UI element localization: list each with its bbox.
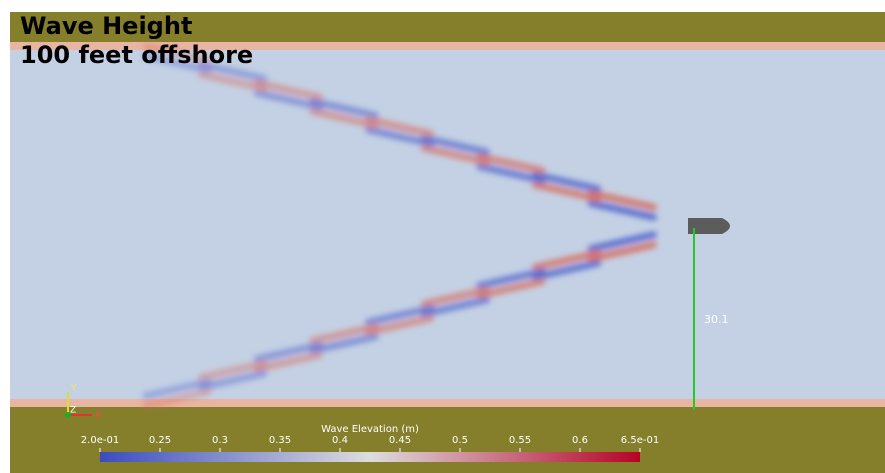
colorbar-tick-label: 0.3 <box>212 435 228 446</box>
title: Wave Height <box>20 12 192 40</box>
colorbar-tick-label: 0.6 <box>572 435 588 446</box>
wake-crest <box>365 304 435 326</box>
triad-y-label: Y <box>70 384 77 394</box>
triad-z-label: Z <box>70 406 76 416</box>
subtitle: 100 feet offshore <box>20 41 253 69</box>
wake-crest <box>365 116 435 138</box>
wake-crest <box>587 231 657 253</box>
wake-crest <box>531 181 602 203</box>
colorbar <box>100 452 640 462</box>
colorbar-tick-label: 6.5e-01 <box>621 435 659 446</box>
wake-crest <box>365 126 435 148</box>
wake-crest <box>476 268 546 289</box>
colorbar-title: Wave Elevation (m) <box>321 424 419 435</box>
colorbar-tick-label: 0.35 <box>269 435 291 446</box>
wake <box>142 42 657 410</box>
wake-crest <box>198 359 268 381</box>
wake-crest <box>253 351 324 373</box>
wake-crest <box>476 153 546 174</box>
water <box>10 45 885 407</box>
wake-crest <box>420 296 491 318</box>
colorbar-tick-label: 0.4 <box>332 435 348 446</box>
wake-crest <box>531 171 602 193</box>
wake-crest <box>142 388 212 410</box>
colorbar-tick-label: 0.45 <box>389 435 411 446</box>
triad-x-label: X <box>95 411 101 421</box>
wake-crest <box>420 144 491 166</box>
wake-crest <box>420 286 491 308</box>
wake-crest <box>587 189 657 211</box>
wake-crest <box>531 249 602 271</box>
wake-crest <box>309 323 379 345</box>
wake-crest <box>309 107 379 129</box>
colorbar-tick-label: 2.0e-01 <box>81 435 119 446</box>
wake-crest <box>476 163 546 184</box>
shore-top <box>10 42 885 50</box>
wake-crest <box>587 241 657 263</box>
wake-crest <box>198 71 268 93</box>
boat <box>688 218 730 234</box>
shore-bottom <box>10 399 885 407</box>
wake-crest <box>142 42 212 64</box>
colorbar-ticks: 2.0e-01 0.25 0.3 0.35 0.4 0.45 0.5 0.55 0.6 6.5e-… <box>81 435 659 452</box>
wake-crest <box>142 52 212 74</box>
wake-crest <box>420 134 491 156</box>
wake-crest <box>587 199 657 221</box>
wake-crest <box>309 97 379 119</box>
axes-triad: Y Z X <box>65 384 101 421</box>
wake-crest <box>142 378 212 400</box>
ruler-label: 30.1 <box>704 313 729 326</box>
triad-z <box>65 412 71 418</box>
colorbar-tick-label: 0.25 <box>149 435 171 446</box>
wake-crest <box>309 333 379 355</box>
wake-crest <box>253 79 324 101</box>
wake-crest <box>365 314 435 336</box>
colorbar-tick-label: 0.5 <box>452 435 468 446</box>
wake-crest <box>198 61 268 83</box>
wake-crest <box>531 259 602 281</box>
colorbar-tick-label: 0.55 <box>509 435 531 446</box>
wake-crest <box>198 369 268 391</box>
wake-crest <box>476 278 546 299</box>
wake-crest <box>253 89 324 111</box>
wake-crest <box>253 341 324 363</box>
